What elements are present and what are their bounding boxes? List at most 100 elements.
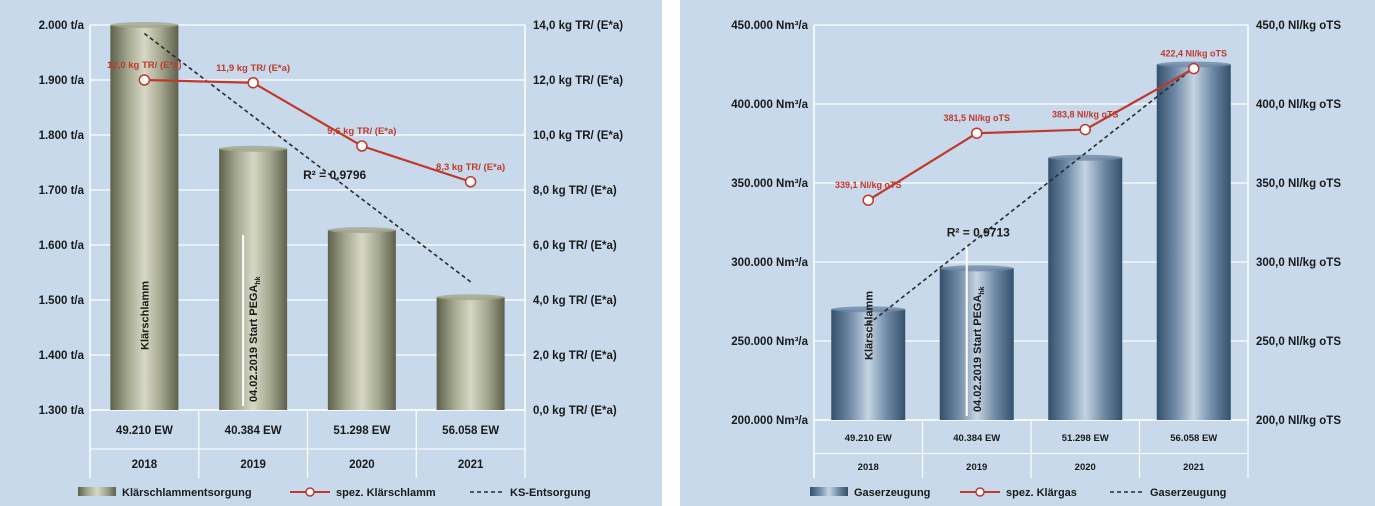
legend-label: spez. Klärschlamm	[336, 487, 436, 499]
bar-top	[831, 306, 906, 313]
left-axis-tick-label: 1.500 t/a	[39, 295, 85, 307]
bar	[327, 230, 396, 410]
left-axis-tick-label: 1.800 t/a	[39, 130, 85, 142]
category-year-label: 2019	[240, 459, 266, 471]
line-marker	[862, 194, 874, 206]
category-year-label: 2021	[458, 459, 484, 471]
legend-label: KS-Entsorgung	[510, 487, 591, 499]
category-ew-label: 51.298 EW	[1062, 433, 1109, 444]
category-ew-label: 40.384 EW	[953, 433, 1000, 444]
sludge-disposal-chart: 1.300 t/a 1.400 t/a 1.500 t/a 1.600 t/a 1.70…	[39, 20, 624, 499]
left-axis-tick-label: 1.400 t/a	[39, 350, 85, 362]
line-data-label: 339,1 Nl/kg oTS	[835, 180, 902, 190]
line-data-label: 11,9 kg TR/ (E*a)	[216, 63, 290, 74]
category-ew-label: 49.210 EW	[845, 433, 892, 444]
left-axis-tick-label: 300.000 Nm³/a	[731, 257, 808, 269]
line-marker	[1188, 62, 1200, 75]
bar	[219, 148, 288, 410]
bar	[939, 268, 1014, 420]
left-axis-tick-label: 400.000 Nm³/a	[731, 99, 808, 111]
right-axis-tick-label: 350,0 Nl/kg oTS	[1256, 178, 1341, 190]
legend-bar-swatch	[78, 487, 116, 496]
bar-annotation-subscript: hk	[979, 286, 986, 294]
category-ew-label: 51.298 EW	[333, 425, 390, 437]
legend-label: Klärschlammentsorgung	[122, 487, 252, 499]
bar-top	[939, 265, 1014, 272]
r-squared-label: R² = 0,9796	[303, 168, 366, 182]
bar-top	[1048, 154, 1123, 161]
left-axis-tick-label: 450.000 Nm³/a	[731, 20, 808, 32]
line-data-label: 422,4 Nl/kg oTS	[1160, 49, 1227, 59]
line-marker	[247, 77, 259, 89]
legend-label: Gaserzeugung	[1150, 487, 1226, 499]
line-series	[144, 78, 471, 183]
bar	[1156, 64, 1231, 420]
category-ew-label: 49.210 EW	[116, 425, 173, 437]
bar-annotation: 04.02.2019 Start PEGAhk	[972, 286, 986, 412]
bar-top	[327, 227, 396, 234]
line-data-label: 12,0 kg TR/ (E*a)	[107, 60, 181, 71]
bar-top	[436, 294, 505, 301]
bar-annotation: Klärschlamm	[863, 291, 875, 360]
category-year-label: 2020	[1075, 462, 1096, 473]
bar-top	[110, 22, 179, 28]
bar-top	[219, 145, 288, 152]
legend-label: spez. Klärgas	[1006, 487, 1077, 499]
left-axis-tick-label: 2.000 t/a	[39, 20, 85, 32]
chart-panel-right: 200.000 Nm³/a 250.000 Nm³/a 300.000 Nm³/a 3…	[680, 0, 1375, 506]
category-year-label: 2018	[858, 462, 879, 473]
right-axis-tick-label: 12,0 kg TR/ (E*a)	[533, 75, 623, 87]
line-data-label: 383,8 Nl/kg oTS	[1052, 110, 1119, 120]
right-axis-tick-label: 4,0 kg TR/ (E*a)	[533, 295, 617, 307]
category-year-label: 2018	[132, 459, 158, 471]
legend-line-marker	[975, 487, 985, 497]
left-axis-tick-label: 350.000 Nm³/a	[731, 178, 808, 190]
right-axis-tick-label: 0,0 kg TR/ (E*a)	[533, 405, 617, 417]
bar-annotation-subscript: hk	[255, 276, 262, 284]
right-axis-tick-label: 400,0 Nl/kg oTS	[1256, 99, 1341, 111]
category-year-label: 2020	[349, 459, 375, 471]
left-axis-tick-label: 1.700 t/a	[39, 185, 85, 197]
bar	[436, 297, 505, 410]
right-axis-tick-label: 2,0 kg TR/ (E*a)	[533, 350, 617, 362]
left-axis-tick-label: 250.000 Nm³/a	[731, 336, 808, 348]
category-ew-label: 40.384 EW	[225, 425, 282, 437]
bar	[110, 25, 179, 410]
right-axis-tick-label: 450,0 Nl/kg oTS	[1256, 20, 1341, 32]
line-marker	[356, 140, 368, 152]
right-axis-tick-label: 200,0 Nl/kg oTS	[1256, 415, 1341, 427]
left-axis-tick-label: 200.000 Nm³/a	[731, 415, 808, 427]
right-axis-tick-label: 14,0 kg TR/ (E*a)	[533, 20, 623, 32]
bar-annotation: Klärschlamm	[139, 281, 151, 350]
line-data-label: 8,3 kg TR/ (E*a)	[436, 162, 505, 173]
right-axis-tick-label: 10,0 kg TR/ (E*a)	[533, 130, 623, 142]
category-year-label: 2019	[966, 462, 987, 473]
legend-bar-swatch	[810, 487, 848, 496]
legend-label: Gaserzeugung	[854, 487, 930, 499]
left-axis-tick-label: 1.300 t/a	[39, 405, 85, 417]
left-axis-tick-label: 1.600 t/a	[39, 240, 85, 252]
line-series	[867, 67, 1195, 202]
legend-line-marker	[305, 487, 315, 497]
category-year-label: 2021	[1183, 462, 1205, 473]
right-axis-tick-label: 6,0 kg TR/ (E*a)	[533, 240, 617, 252]
line-data-label: 381,5 Nl/kg oTS	[943, 113, 1010, 123]
bar	[831, 309, 906, 420]
line-marker	[138, 74, 151, 86]
right-axis-tick-label: 250,0 Nl/kg oTS	[1256, 336, 1341, 348]
trend-line	[143, 32, 472, 283]
category-ew-label: 56.058 EW	[442, 425, 499, 437]
left-axis-tick-label: 1.900 t/a	[39, 75, 85, 87]
bar	[1048, 157, 1123, 420]
bar-annotation: 04.02.2019 Start PEGAhk	[248, 276, 262, 402]
line-marker	[1079, 123, 1091, 136]
right-axis-tick-label: 8,0 kg TR/ (E*a)	[533, 185, 617, 197]
chart-panel-left: 1.300 t/a 1.400 t/a 1.500 t/a 1.600 t/a 1.70…	[0, 0, 662, 506]
category-ew-label: 56.058 EW	[1170, 433, 1217, 444]
line-marker	[464, 176, 477, 188]
r-squared-label: R² = 0,9713	[947, 226, 1010, 240]
line-data-label: 9,6 kg TR/ (E*a)	[327, 126, 396, 137]
gas-production-chart: 200.000 Nm³/a 250.000 Nm³/a 300.000 Nm³/a 3…	[731, 20, 1341, 499]
right-axis-tick-label: 300,0 Nl/kg oTS	[1256, 257, 1341, 269]
line-marker	[971, 127, 983, 139]
